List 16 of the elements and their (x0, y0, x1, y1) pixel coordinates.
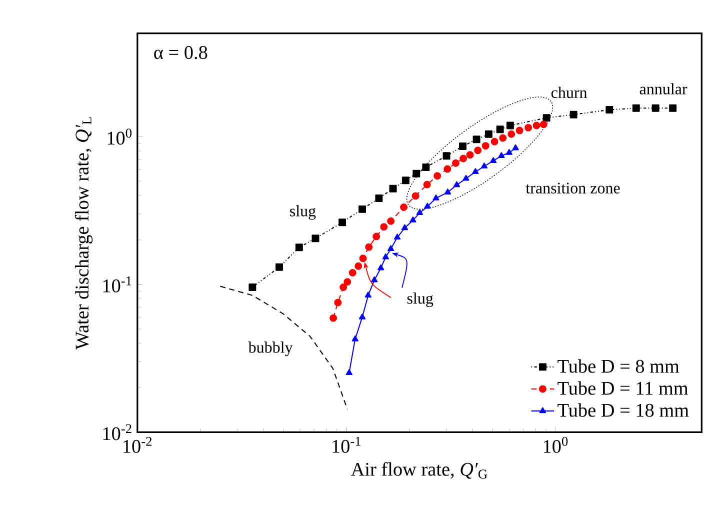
legend-label: Tube D = 8 mm (558, 360, 680, 374)
y-tick-label: 10$^{-1}$ (103, 276, 132, 293)
annotation: churn (551, 86, 588, 98)
annotation: slug (407, 292, 434, 308)
annotation: transition zone (526, 182, 620, 194)
annotation: bubbly (248, 342, 293, 356)
annotation: slug (290, 205, 316, 220)
x-tick-label: 10$^{0}$ (544, 437, 568, 454)
annotation: α = 0.8 (154, 46, 208, 60)
x-axis-title: Air flow rate, Q′$_{G}$ (351, 462, 488, 479)
y-axis-title: Water discharge flow rate, Q′$_{L}$ (74, 118, 93, 350)
legend-label: Tube D = 11 mm (558, 382, 688, 396)
annotation: annular (640, 83, 688, 95)
x-tick-label: 10$^{-1}$ (332, 437, 360, 454)
legend-label: Tube D = 18 mm (558, 404, 689, 418)
y-tick-label: 10$^{0}$ (108, 128, 132, 145)
